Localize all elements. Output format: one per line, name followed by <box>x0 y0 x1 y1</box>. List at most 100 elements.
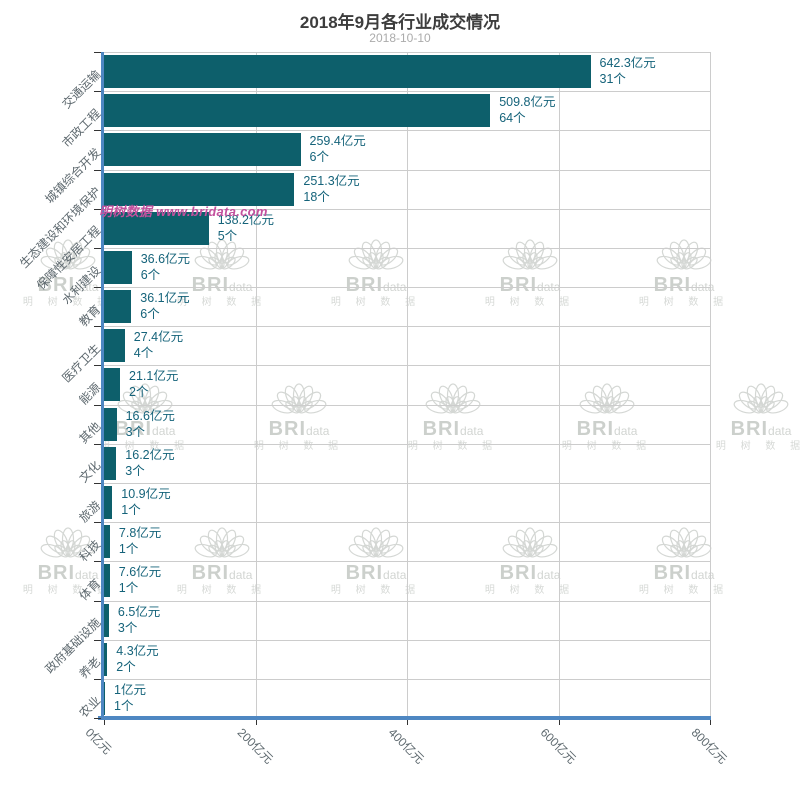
bar[interactable] <box>104 250 132 284</box>
bridata-watermark-logo: BRIdata 明 树 数 据 <box>482 222 578 308</box>
bridata-brand-text: BRIdata <box>422 418 484 440</box>
y-axis-tick <box>94 91 101 93</box>
bridata-brand-text: BRIdata <box>499 562 561 584</box>
bridata-watermark-logo: BRIdata 明 树 数 据 <box>636 222 732 308</box>
bar[interactable] <box>104 172 295 206</box>
bridata-watermark-logo: BRIdata 明 树 数 据 <box>251 366 347 452</box>
bridata-watermark-logo: BRIdata 明 树 数 据 <box>636 510 732 596</box>
bridata-tree-icon <box>251 366 347 418</box>
bar-count-text: 6个 <box>140 307 160 322</box>
bar[interactable] <box>104 446 117 480</box>
vertical-gridline <box>255 52 257 718</box>
bridata-tree-icon <box>405 366 501 418</box>
bar[interactable] <box>104 94 491 128</box>
bridata-caption-text: 明 树 数 据 <box>99 441 191 452</box>
horizontal-gridline <box>104 639 710 641</box>
bar-count-text: 4个 <box>133 346 154 361</box>
bar[interactable] <box>104 603 109 637</box>
bridata-caption-text: 明 树 数 据 <box>638 585 730 596</box>
bar-value-label: 1亿元 1个 <box>114 682 146 714</box>
y-axis-category-label: 医疗卫生 <box>59 341 104 386</box>
vertical-gridline <box>407 52 408 718</box>
bridata-caption-text: 明 树 数 据 <box>253 441 345 452</box>
bridata-tree-icon <box>97 366 193 418</box>
bar-value-label: 7.8亿元 1个 <box>119 525 161 557</box>
bar-count-text: 1个 <box>118 581 139 596</box>
bar-amount-text: 251.3亿元 <box>303 173 360 188</box>
bridata-caption-text: 明 树 数 据 <box>330 297 422 308</box>
bar-value-label: 6.5亿元 3个 <box>118 604 160 636</box>
bridata-brand-text: BRIdata <box>345 274 407 296</box>
y-axis-category-label: 交通运输 <box>59 66 104 111</box>
bar[interactable] <box>104 407 117 441</box>
y-axis-tick <box>94 678 101 680</box>
x-axis-tick-label: 800亿元 <box>688 725 730 767</box>
bar-value-label: 7.6亿元 1个 <box>119 564 161 596</box>
bar[interactable] <box>104 642 108 676</box>
bar[interactable] <box>104 211 209 245</box>
x-axis-tick <box>104 720 105 725</box>
bridata-tree-icon <box>20 510 116 562</box>
bar-count-text: 3个 <box>125 463 145 478</box>
bar-amount-text: 6.5亿元 <box>117 604 161 619</box>
bar-amount-text: 642.3亿元 <box>599 56 656 70</box>
bar[interactable] <box>104 329 125 363</box>
bridata-caption-text: 明 树 数 据 <box>330 585 422 596</box>
x-axis-tick-label: 200亿元 <box>234 725 276 767</box>
bridata-brand-text: BRIdata <box>268 418 330 440</box>
bridata-brand-text: BRIdata <box>653 274 715 296</box>
bar-value-label: 259.4亿元 6个 <box>310 133 366 165</box>
bar-amount-text: 27.4亿元 <box>133 330 184 345</box>
x-axis-tick-label: 400亿元 <box>385 725 427 767</box>
horizontal-gridline <box>104 600 710 602</box>
bar-count-text: 2个 <box>116 659 136 674</box>
horizontal-gridline <box>104 522 710 524</box>
bar-amount-text: 16.6亿元 <box>125 408 175 423</box>
y-axis-tick <box>94 130 101 132</box>
bar[interactable] <box>104 681 105 715</box>
x-axis-tick <box>710 720 711 725</box>
bridata-brand-text: BRIdata <box>37 562 99 584</box>
bridata-brand-text: BRIdata <box>191 274 253 296</box>
y-axis-tick <box>94 482 101 484</box>
bar-amount-text: 7.8亿元 <box>118 526 162 541</box>
bridata-watermark-logo: BRIdata 明 树 数 据 <box>559 366 655 452</box>
bar-value-label: 509.8亿元 64个 <box>499 94 555 126</box>
bar[interactable] <box>104 55 591 88</box>
y-axis-tick <box>94 208 101 210</box>
bridata-caption-text: 明 树 数 据 <box>638 297 730 308</box>
bar-count-text: 2个 <box>129 385 149 400</box>
bar-count-text: 5个 <box>217 228 238 243</box>
y-axis-tick <box>94 365 101 367</box>
bridata-watermark-logo: BRIdata 明 树 数 据 <box>713 366 800 452</box>
vertical-gridline <box>558 52 560 718</box>
bridata-watermark-logo: BRIdata 明 树 数 据 <box>97 366 193 452</box>
horizontal-gridline <box>104 169 710 171</box>
bridata-brand-text: BRIdata <box>653 562 715 584</box>
bridata-watermark-logo: BRIdata 明 树 数 据 <box>405 366 501 452</box>
bar[interactable] <box>104 525 110 559</box>
bridata-tree-icon <box>174 222 270 274</box>
y-axis-category-label: 市政工程 <box>59 106 104 151</box>
bridata-watermark-logo: BRIdata 明 树 数 据 <box>174 222 270 308</box>
bridata-watermark-logo: BRIdata 明 树 数 据 <box>20 510 116 596</box>
bridata-watermark-logo: BRIdata 明 树 数 据 <box>328 510 424 596</box>
y-axis-tick <box>94 718 101 719</box>
bridata-caption-text: 明 树 数 据 <box>484 585 576 596</box>
x-axis-tick-label: 0亿元 <box>82 725 115 758</box>
bar-value-label: 10.9亿元 1个 <box>121 486 170 518</box>
bar[interactable] <box>104 564 110 598</box>
bar[interactable] <box>104 485 113 519</box>
bridata-watermark-logo: BRIdata 明 树 数 据 <box>20 222 116 308</box>
bar-value-label: 36.1亿元 6个 <box>140 290 189 322</box>
bridata-tree-icon <box>328 222 424 274</box>
horizontal-gridline <box>104 91 710 93</box>
x-axis-tick <box>407 720 408 725</box>
bar[interactable] <box>104 290 132 324</box>
y-axis-tick <box>94 247 101 249</box>
horizontal-gridline <box>104 443 710 445</box>
bar[interactable] <box>104 133 301 167</box>
bridata-brand-text: BRIdata <box>191 562 253 584</box>
bar[interactable] <box>104 368 120 402</box>
bridata-tree-icon <box>713 366 800 418</box>
